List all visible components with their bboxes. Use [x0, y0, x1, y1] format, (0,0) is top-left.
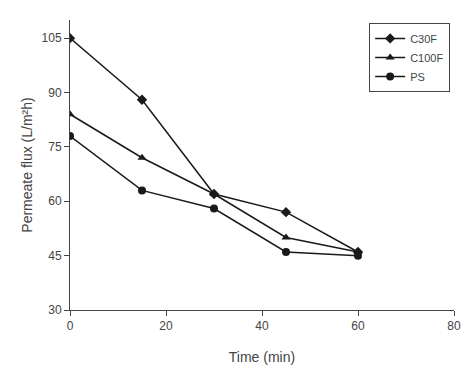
svg-text:90: 90: [48, 86, 62, 100]
svg-text:PS: PS: [410, 71, 425, 83]
svg-text:0: 0: [67, 319, 74, 333]
svg-text:C30F: C30F: [410, 33, 437, 45]
svg-text:Permeate flux (L/m²h): Permeate flux (L/m²h): [19, 97, 35, 232]
svg-text:40: 40: [255, 319, 269, 333]
svg-text:20: 20: [159, 319, 173, 333]
svg-text:105: 105: [42, 31, 62, 45]
svg-text:C100F: C100F: [410, 52, 443, 64]
svg-text:30: 30: [48, 303, 62, 317]
svg-text:75: 75: [48, 140, 62, 154]
svg-text:60: 60: [351, 319, 365, 333]
svg-text:60: 60: [48, 194, 62, 208]
svg-text:Time (min): Time (min): [229, 349, 295, 365]
svg-text:45: 45: [48, 249, 62, 263]
svg-text:80: 80: [447, 319, 461, 333]
